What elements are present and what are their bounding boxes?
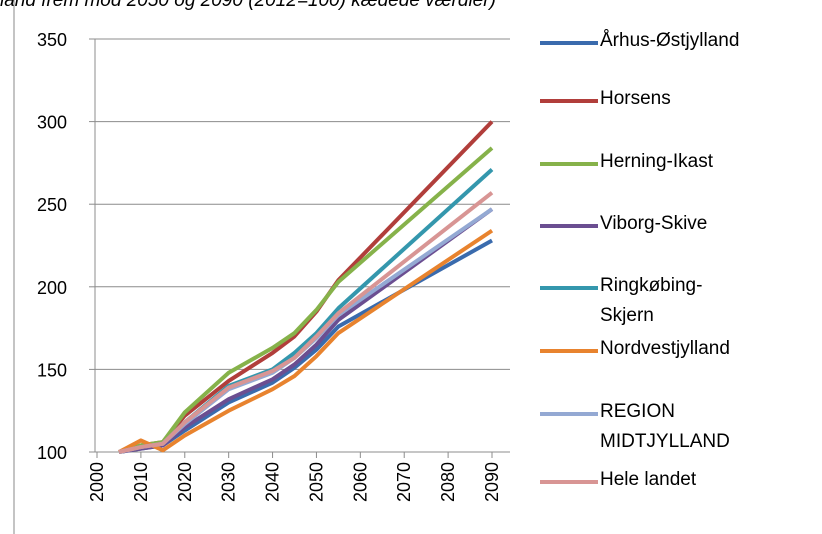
- x-tick-label: 2060: [350, 462, 370, 502]
- x-tick-label: 2020: [175, 462, 195, 502]
- x-tick-label: 2040: [263, 462, 283, 502]
- x-tick-label: 2070: [394, 462, 414, 502]
- legend-swatch: [540, 162, 598, 166]
- y-tick-label: 200: [37, 278, 67, 298]
- x-tick-label: 2090: [482, 462, 502, 502]
- legend-swatch: [540, 286, 598, 290]
- line-series: [118, 191, 494, 454]
- legend-swatch: [540, 41, 598, 45]
- legend-label: Herning-Ikast: [600, 151, 713, 172]
- y-tick-label: 150: [37, 360, 67, 380]
- chart-title: land frem mod 2050 og 2090 (2012=100) kæ…: [0, 0, 496, 11]
- legend-swatch: [540, 99, 598, 103]
- line-series: [118, 168, 494, 454]
- legend-label: REGION MIDTJYLLAND: [600, 401, 730, 452]
- line-series: [118, 207, 494, 454]
- legend-label: Horsens: [600, 88, 671, 109]
- legend-label: Ringkøbing-Skjern: [600, 275, 703, 326]
- legend-label: Århus-Østjylland: [600, 30, 740, 51]
- legend-swatch: [540, 412, 598, 416]
- x-tick-label: 2030: [219, 462, 239, 502]
- legend-swatch: [540, 480, 598, 484]
- legend-swatch: [540, 349, 598, 353]
- legend-label: Nordvestjylland: [600, 338, 730, 359]
- y-tick-label: 100: [37, 443, 67, 463]
- y-tick-label: 250: [37, 195, 67, 215]
- x-tick-label: 2000: [87, 462, 107, 502]
- y-tick-label: 350: [37, 30, 67, 50]
- legend-label: Viborg-Skive: [600, 213, 708, 234]
- legend-label: Hele landet: [600, 469, 697, 490]
- x-tick-label: 2050: [306, 462, 326, 502]
- legend-swatch: [540, 224, 598, 228]
- y-tick-label: 300: [37, 113, 67, 133]
- line-series: [118, 146, 494, 454]
- x-tick-label: 2010: [131, 462, 151, 502]
- x-tick-label: 2080: [438, 462, 458, 502]
